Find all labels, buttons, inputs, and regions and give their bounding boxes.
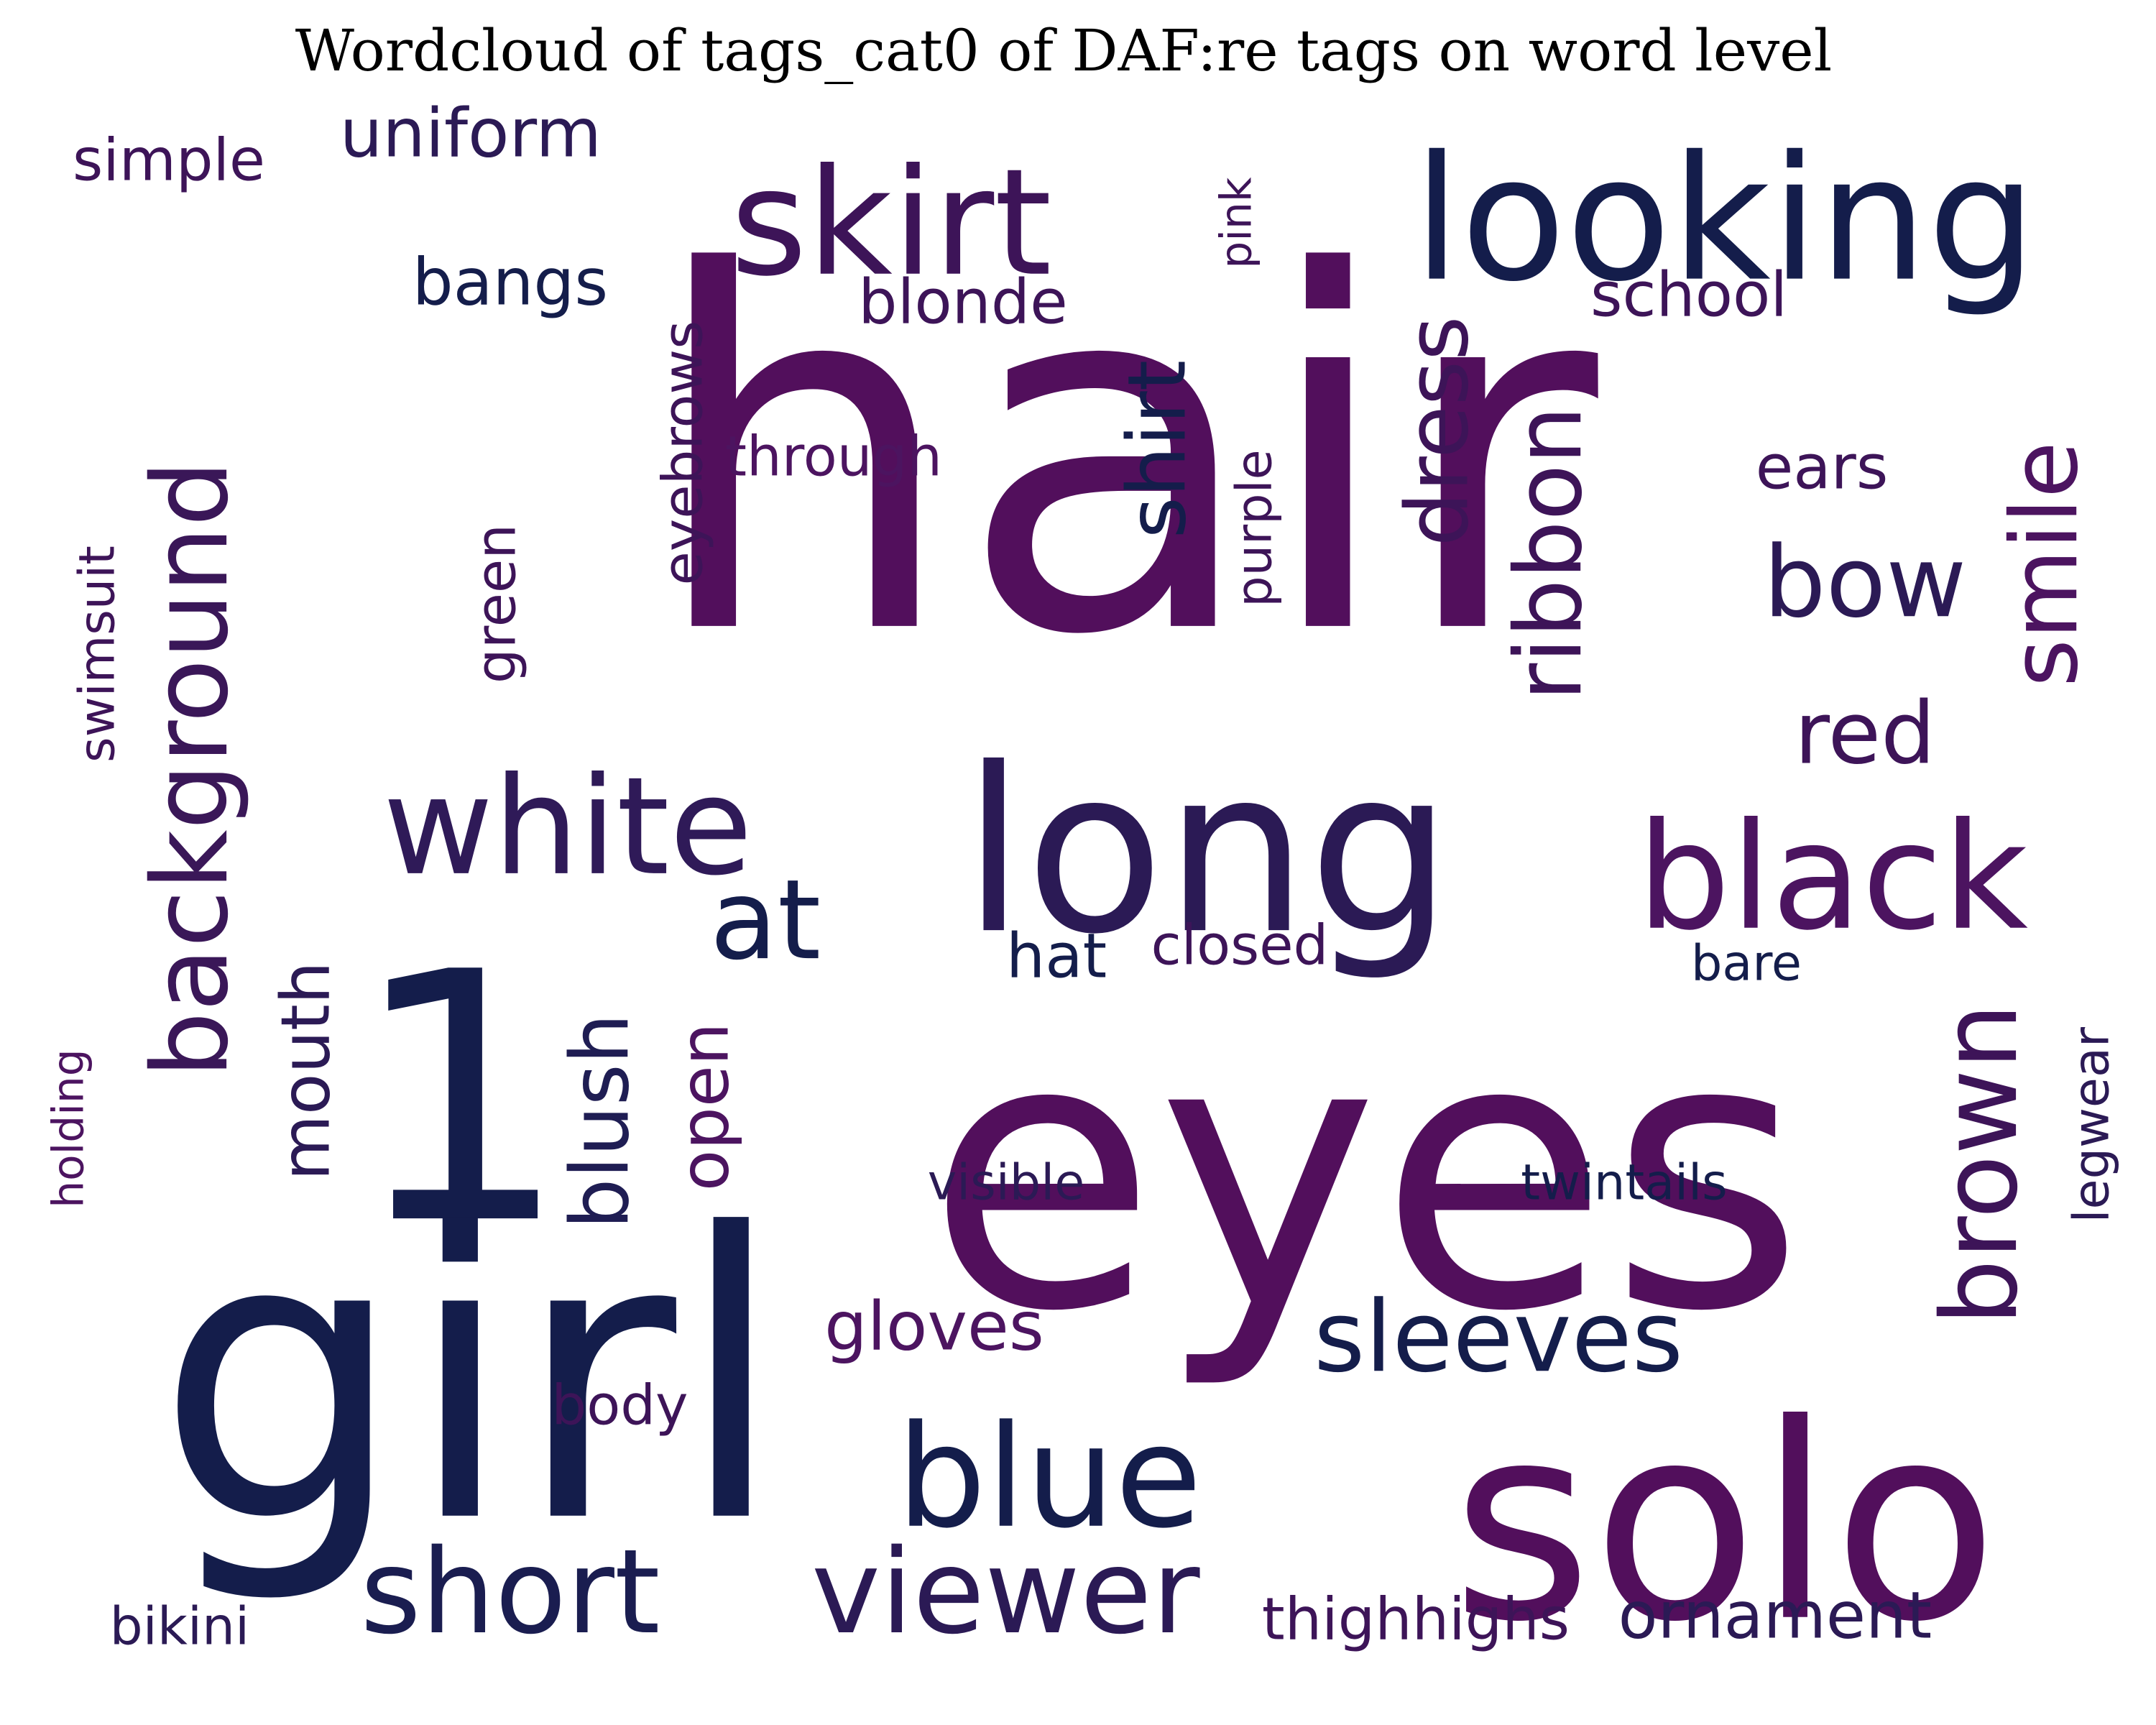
word-blonde: blonde xyxy=(858,267,1067,339)
word-swimsuit: swimsuit xyxy=(70,546,126,763)
word-at: at xyxy=(710,856,821,985)
word-shirt: shirt xyxy=(1111,360,1204,538)
word-ornament: ornament xyxy=(1618,1579,1932,1654)
word-long: long xyxy=(962,719,1452,984)
word-background: background xyxy=(130,460,252,1077)
word-white: white xyxy=(383,748,753,906)
word-bangs: bangs xyxy=(413,246,608,321)
word-holding: holding xyxy=(44,1049,94,1208)
word-blue: blue xyxy=(897,1396,1202,1560)
word-simple: simple xyxy=(73,127,265,195)
word-brown: brown xyxy=(1920,1003,2041,1326)
word-legwear: legwear xyxy=(2064,1026,2121,1223)
word-purple: purple xyxy=(1227,449,1284,607)
word-black: black xyxy=(1637,792,2029,963)
word-short: short xyxy=(360,1524,660,1660)
word-open: open xyxy=(665,1023,744,1192)
word-red: red xyxy=(1795,684,1935,783)
word-green: green xyxy=(465,524,529,684)
word-gloves: gloves xyxy=(824,1287,1044,1366)
word-ribbon: ribbon xyxy=(1496,406,1603,702)
word-uniform: uniform xyxy=(340,94,602,172)
word-smile: smile xyxy=(1991,441,2099,687)
word-bikini: bikini xyxy=(110,1597,250,1657)
word-ears: ears xyxy=(1756,433,1889,504)
word-girl: girl xyxy=(156,1151,786,1609)
word-hair: hair xyxy=(647,170,1603,742)
word-eyebrows: eyebrows xyxy=(652,321,716,586)
word-hat: hat xyxy=(1006,921,1107,993)
word-mouth: mouth xyxy=(267,962,345,1181)
word-school: school xyxy=(1590,260,1787,331)
word-bow: bow xyxy=(1764,525,1966,640)
word-pink: pink xyxy=(1212,177,1262,268)
word-eyes: eyes xyxy=(926,957,1805,1393)
page-title: Wordcloud of tags_cat0 of DAF:re tags on… xyxy=(295,17,1832,84)
word-blush: blush xyxy=(554,1013,647,1229)
word-viewer: viewer xyxy=(811,1524,1200,1660)
word-skirt: skirt xyxy=(730,138,1051,309)
word-solo: solo xyxy=(1452,1366,1999,1681)
word-through: through xyxy=(725,426,942,489)
word-dress: dress xyxy=(1388,316,1488,546)
word-thighhighs: thighhighs xyxy=(1262,1586,1570,1654)
word-looking: looking xyxy=(1413,120,2037,320)
word-1: 1 xyxy=(351,899,570,1300)
word-bare: bare xyxy=(1691,936,1802,993)
word-closed: closed xyxy=(1151,914,1329,978)
word-body: body xyxy=(551,1374,688,1438)
word-twintails: twintails xyxy=(1521,1155,1727,1212)
word-visible: visible xyxy=(928,1155,1085,1212)
word-sleeves: sleeves xyxy=(1314,1280,1683,1394)
